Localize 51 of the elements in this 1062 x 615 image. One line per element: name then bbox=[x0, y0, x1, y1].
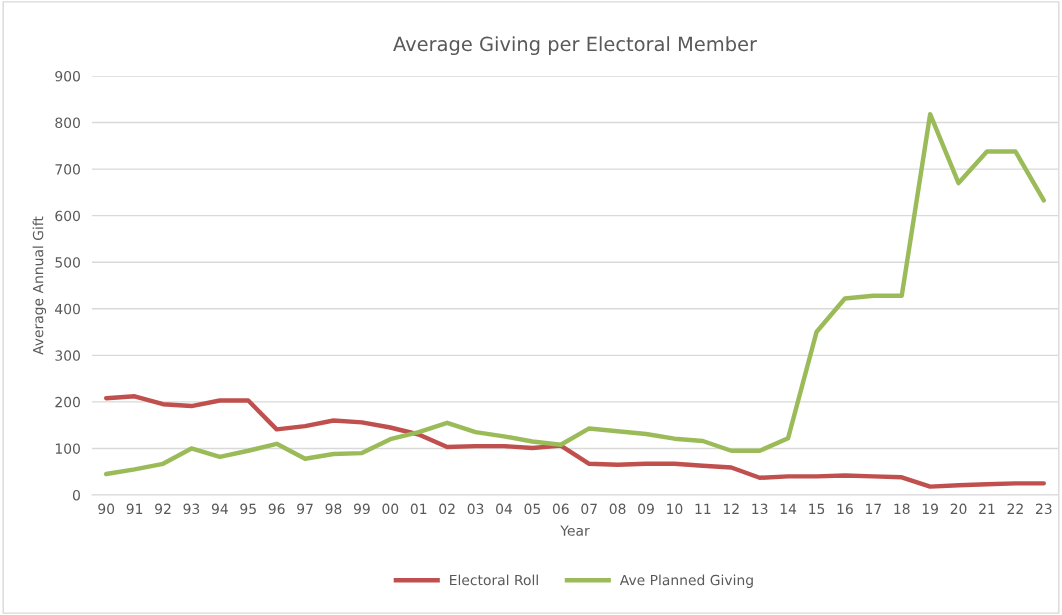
y-tick-label: 600 bbox=[55, 210, 80, 222]
x-tick-label: 05 bbox=[524, 503, 541, 515]
x-tick-label: 01 bbox=[410, 503, 427, 515]
y-tick-label: 500 bbox=[55, 257, 80, 268]
x-tick-label: 92 bbox=[155, 503, 171, 515]
y-tick-label: 400 bbox=[55, 303, 80, 315]
x-tick-label: 02 bbox=[439, 503, 455, 515]
y-tick-label: 100 bbox=[55, 443, 80, 454]
y-tick-label: 0 bbox=[72, 489, 80, 501]
x-tick-label: 91 bbox=[126, 503, 143, 515]
x-tick-label: 15 bbox=[809, 503, 825, 515]
legend-label: Electoral Roll bbox=[450, 574, 538, 586]
x-tick-label: 11 bbox=[695, 503, 711, 514]
x-tick-label: 21 bbox=[979, 503, 995, 514]
y-tick-label: 800 bbox=[55, 117, 80, 129]
x-tick-label: 10 bbox=[667, 503, 683, 515]
x-tick-label: 13 bbox=[752, 503, 768, 515]
x-tick-label: 00 bbox=[382, 503, 399, 515]
x-tick-label: 06 bbox=[552, 503, 569, 515]
x-tick-label: 94 bbox=[211, 503, 228, 515]
y-tick-label: 300 bbox=[55, 350, 80, 361]
y-tick-label: 200 bbox=[55, 396, 80, 408]
x-tick-label: 93 bbox=[183, 503, 200, 515]
x-tick-label: 90 bbox=[98, 503, 115, 515]
x-tick-label: 08 bbox=[609, 503, 626, 515]
y-tick-label: 700 bbox=[55, 164, 80, 175]
x-tick-label: 99 bbox=[353, 503, 370, 515]
x-tick-label: 98 bbox=[325, 503, 342, 515]
y-tick-label: 900 bbox=[55, 70, 80, 82]
x-tick-label: 22 bbox=[1007, 503, 1023, 514]
x-tick-label: 97 bbox=[297, 503, 313, 515]
legend-label: Ave Planned Giving bbox=[619, 574, 753, 588]
x-tick-label: 04 bbox=[496, 503, 513, 515]
x-tick-label: 09 bbox=[638, 503, 654, 515]
x-tick-label: 23 bbox=[1035, 503, 1052, 515]
x-tick-label: 17 bbox=[866, 503, 881, 514]
x-tick-label: 12 bbox=[723, 503, 739, 514]
x-tick-label: 20 bbox=[950, 503, 967, 515]
x-tick-label: 03 bbox=[467, 503, 484, 515]
x-tick-label: 95 bbox=[240, 503, 256, 515]
x-tick-label: 18 bbox=[894, 503, 910, 515]
x-tick-label: 19 bbox=[922, 503, 939, 515]
x-tick-label: 96 bbox=[268, 503, 285, 515]
line-series bbox=[103, 111, 1047, 477]
line-series bbox=[103, 394, 1047, 489]
chart-title: Average Giving per Electoral Member bbox=[393, 36, 758, 56]
x-axis-title: Year bbox=[560, 525, 590, 536]
y-axis-title: Average Annual Gift bbox=[32, 216, 47, 355]
x-tick-label: 16 bbox=[837, 503, 853, 515]
x-tick-label: 14 bbox=[780, 503, 797, 514]
x-tick-label: 07 bbox=[581, 503, 597, 515]
